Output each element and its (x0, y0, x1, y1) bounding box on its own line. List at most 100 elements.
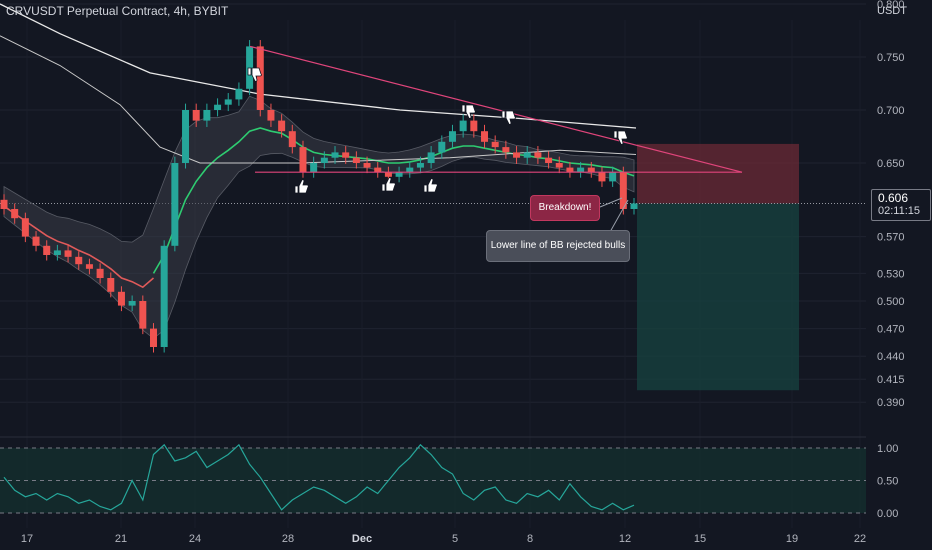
candle-body (0, 199, 8, 209)
candle-body (587, 167, 595, 173)
note-connector-2 (609, 199, 629, 233)
descending-trendline (249, 45, 743, 173)
candle-body (96, 268, 104, 278)
price-tick-label: 0.500 (877, 296, 905, 308)
breakdown-note[interactable]: Breakdown! (530, 195, 600, 221)
time-tick-label: 24 (189, 533, 201, 545)
candle-body (64, 250, 72, 257)
price-tick-label: 0.700 (877, 105, 905, 117)
price-tick-label: 0.470 (877, 324, 905, 336)
note-connector (599, 197, 623, 208)
candle-body (192, 110, 200, 121)
candle-body (534, 152, 542, 158)
candle-body (513, 152, 521, 158)
thumbs-up-icon (423, 178, 438, 193)
candle-body (630, 203, 638, 209)
candle-body (53, 250, 61, 255)
candle-body (203, 110, 211, 121)
candle-body (299, 147, 307, 173)
last-price-value: 0.606 (878, 191, 909, 205)
long-ma-line (0, 3, 637, 129)
candle-body (278, 120, 286, 132)
thumbs-down-icon-shape (461, 104, 476, 119)
candle-body (149, 328, 157, 347)
candle-body (310, 163, 318, 173)
time-tick-label: 19 (786, 533, 798, 545)
candle-body (75, 256, 83, 265)
thumbs-down-icon-shape (613, 130, 628, 145)
candle-body (384, 172, 392, 177)
candle-body (619, 172, 627, 209)
candle-body (214, 104, 222, 110)
candle-body (256, 46, 264, 110)
oscillator-line (3, 443, 635, 511)
candle-body (491, 141, 499, 148)
time-tick-label: Dec (352, 533, 372, 545)
thumbs-down-icon (247, 67, 262, 82)
price-tick-label: 0.415 (877, 374, 905, 386)
candle-body (406, 167, 414, 173)
bar-countdown: 02:11:15 (878, 205, 921, 217)
candle-body (139, 301, 147, 329)
price-tick-label: 0.650 (877, 158, 905, 170)
candle-body (342, 152, 350, 158)
time-tick-label: 22 (854, 533, 866, 545)
candle-body (438, 141, 446, 153)
candle-body (32, 236, 40, 246)
thumbs-up-icon-shape (423, 178, 438, 193)
candle-body (545, 157, 553, 163)
price-tick-label: 0.390 (877, 397, 905, 409)
candle-body (235, 88, 243, 100)
candle-body (352, 157, 360, 163)
last-price-tag: 0.606 02:11:15 (871, 189, 931, 221)
candle-body (598, 172, 606, 182)
time-tick-label: 8 (527, 533, 533, 545)
candle-body (128, 301, 136, 306)
bb-rejected-note[interactable]: Lower line of BB rejected bulls (486, 230, 630, 262)
thumbs-down-icon-shape (247, 67, 262, 82)
price-tick-label: 0.440 (877, 351, 905, 363)
price-tick-label: 0.800 (877, 0, 905, 11)
candle-body (288, 131, 296, 148)
thumbs-down-icon (613, 130, 628, 145)
time-tick-label: 12 (619, 533, 631, 545)
time-tick-label: 15 (694, 533, 706, 545)
price-tick-label: 0.750 (877, 52, 905, 64)
candle-body (609, 172, 617, 182)
candle-body (448, 131, 456, 142)
candle-body (555, 163, 563, 168)
ema-line (3, 205, 155, 289)
oscillator-tick-label: 0.50 (877, 476, 898, 488)
candle-body (160, 245, 168, 347)
candle-body (470, 120, 478, 132)
take-profit-zone (637, 203, 799, 391)
candle-body (182, 110, 190, 163)
candle-body (566, 167, 574, 173)
thumbs-down-icon (461, 104, 476, 119)
candle-body (577, 167, 585, 173)
candle-body (320, 157, 328, 163)
oscillator-tick-label: 1.00 (877, 443, 898, 455)
time-tick-label: 21 (115, 533, 127, 545)
long-ma-line-2 (0, 35, 637, 164)
bb-mid-line (152, 127, 635, 274)
time-tick-label: 5 (452, 533, 458, 545)
candle-body (395, 172, 403, 177)
thumbs-up-icon (294, 179, 309, 194)
candle-body (481, 131, 489, 142)
thumbs-up-icon-shape (294, 179, 309, 194)
candle-body (11, 209, 19, 219)
time-tick-label: 28 (282, 533, 294, 545)
stop-loss-zone (637, 143, 799, 204)
thumbs-up-icon-shape (381, 177, 396, 192)
candle-body (363, 163, 371, 168)
candle-body (502, 147, 510, 153)
thumbs-down-icon (501, 110, 516, 125)
candle-body (459, 120, 467, 132)
candle-body (171, 163, 179, 246)
candle-body (416, 163, 424, 168)
thumbs-down-icon-shape (501, 110, 516, 125)
time-tick-label: 17 (21, 533, 33, 545)
candle-body (427, 152, 435, 163)
